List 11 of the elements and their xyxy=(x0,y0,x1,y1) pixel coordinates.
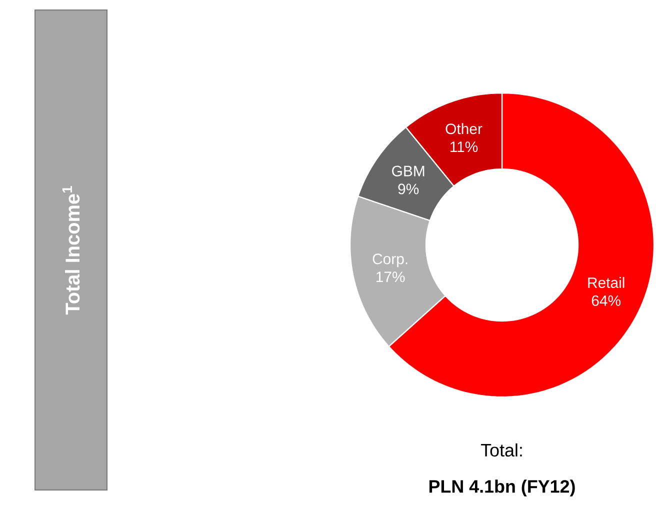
slice-label: Corp. xyxy=(372,254,408,268)
slice-label: Other xyxy=(446,123,482,134)
slice-label: GBM xyxy=(392,166,424,176)
data-label: 64% xyxy=(592,295,621,306)
text: Total Income$^{1}$ xyxy=(62,186,80,315)
data-label: 9% xyxy=(398,184,419,194)
data-label: 17% xyxy=(376,272,405,282)
text: Total: xyxy=(480,443,522,457)
text: PLN 4.1bn (FY12) xyxy=(429,480,575,496)
data-label: 11% xyxy=(450,142,478,152)
slice-label: Retail xyxy=(588,277,624,288)
